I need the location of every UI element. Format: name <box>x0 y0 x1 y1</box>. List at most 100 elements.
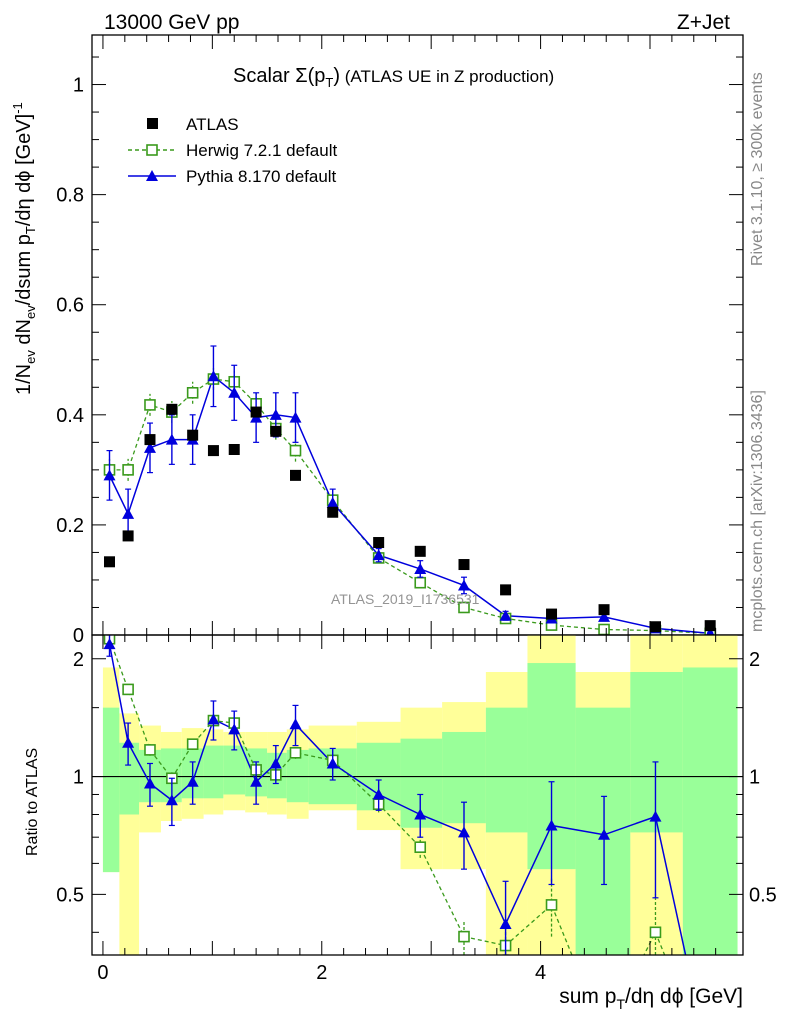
pythia-ratio-point <box>165 794 178 806</box>
main-y-tick-label: 0.4 <box>56 405 84 427</box>
ratio-band-green <box>119 742 140 815</box>
pythia-ratio-point <box>499 918 512 930</box>
main-y-axis-title: 1/Nev dNev/dsum pT/dη dϕ [GeV]-1 <box>10 102 38 395</box>
pythia-ratio-point <box>326 757 339 769</box>
atlas-data-point <box>598 604 610 616</box>
pythia-main-point <box>269 408 282 420</box>
herwig-ratio-point <box>289 747 302 759</box>
legend-herwig-label: Herwig 7.2.1 default <box>186 141 337 160</box>
atlas-data-point <box>414 545 426 557</box>
atlas-data-point <box>458 559 470 571</box>
ratio-series-group <box>103 635 687 955</box>
atlas-data-point <box>166 403 178 415</box>
pythia-main-point <box>458 579 470 591</box>
pythia-main-point <box>207 370 220 382</box>
pythia-ratio-point <box>269 757 282 769</box>
main-panel: 0 0.2 0.4 0.6 0.8 1 <box>56 34 744 647</box>
atlas-data-point <box>373 537 385 549</box>
pythia-ratio-point <box>458 826 470 838</box>
pythia-ratio-point <box>228 723 241 735</box>
atlas-data-point <box>122 530 134 542</box>
ratio-y-tick-label: 1 <box>73 767 84 789</box>
pythia-main-point <box>499 609 512 621</box>
title-close: ) <box>333 65 340 87</box>
herwig-main-point <box>458 601 470 614</box>
header-energy-label: 13000 GeV pp <box>104 11 239 34</box>
x-tick-label: 2 <box>316 962 327 984</box>
herwig-ratio-point <box>122 683 134 696</box>
header-process-label: Z+Jet <box>677 11 730 34</box>
pythia-main-point <box>289 411 302 423</box>
herwig-ratio-point <box>144 744 156 756</box>
pythia-main-point <box>414 562 427 574</box>
pythia-ratio-point <box>207 713 220 725</box>
herwig-ratio-point <box>186 738 199 750</box>
atlas-data-point <box>104 556 116 568</box>
pythia-main-point <box>228 386 241 398</box>
pythia-main-point <box>143 441 156 453</box>
title-prefix: Scalar <box>233 65 295 87</box>
main-y-tick-label: 0 <box>73 625 84 647</box>
ratio-band-green <box>630 672 683 833</box>
legend-herwig-marker <box>146 144 158 156</box>
ratio-y-tick-label: 2 <box>73 649 84 671</box>
pythia-ratio-point <box>250 775 263 787</box>
main-y-tick-label: 1 <box>73 75 84 97</box>
atlas-data-point <box>704 620 716 632</box>
ratio-band-green <box>203 745 224 799</box>
ratio-y-axis-title: Ratio to ATLAS <box>24 748 41 856</box>
atlas-data-point <box>500 584 512 596</box>
pythia-main-point <box>326 496 339 508</box>
legend-pythia-label: Pythia 8.170 default <box>186 167 337 186</box>
atlas-data-point <box>270 425 282 437</box>
x-tick-label: 4 <box>535 962 546 984</box>
herwig-main-point <box>289 444 302 457</box>
pythia-ratio-point <box>545 819 558 831</box>
pythia-ratio-point <box>186 775 199 787</box>
herwig-ratio-point <box>458 930 470 943</box>
pythia-ratio-point <box>598 828 611 840</box>
atlas-data-point <box>290 469 302 481</box>
legend-atlas-marker <box>147 118 158 129</box>
atlas-data-point <box>546 608 558 620</box>
pythia-ratio-point <box>414 808 427 820</box>
legend-pythia-marker <box>146 170 158 181</box>
atlas-data-point <box>144 434 156 446</box>
herwig-main-point <box>186 386 199 399</box>
ratio-y-tick-label-right: 1 <box>749 767 760 789</box>
x-tick-label: 0 <box>97 962 108 984</box>
ratio-y-tick-label-right: 0.5 <box>749 884 777 906</box>
pythia-ratio-point <box>649 810 662 822</box>
pythia-main-point <box>103 469 116 481</box>
pythia-ratio-point <box>289 718 302 730</box>
title-rest: (ATLAS UE in Z production) <box>340 67 554 86</box>
herwig-ratio-point <box>414 841 427 853</box>
ratio-y-tick-label-right: 2 <box>749 649 760 671</box>
legend-atlas-label: ATLAS <box>186 115 239 134</box>
atlas-data-point <box>250 406 262 418</box>
ratio-band-green <box>682 667 738 955</box>
x-axis-title: sum pT/dη dϕ [GeV] <box>559 985 743 1012</box>
rivet-version-label: Rivet 3.1.10, ≥ 300k events <box>749 72 766 266</box>
chart-title: Scalar Σ(pT) (ATLAS UE in Z production) <box>233 65 554 90</box>
title-sigma: Σ(p <box>295 65 325 87</box>
herwig-main-point <box>144 399 156 411</box>
main-y-tick-label: 0.2 <box>56 515 84 537</box>
ratio-band-green <box>102 707 120 873</box>
atlas-data-point <box>207 445 219 457</box>
ratio-band-green <box>223 745 246 795</box>
pythia-main-point <box>598 610 611 622</box>
legend: ATLAS Herwig 7.2.1 default Pythia 8.170 … <box>128 115 337 186</box>
pythia-main-point <box>165 433 178 445</box>
herwig-ratio-point <box>649 926 662 939</box>
atlas-data-point <box>187 429 199 441</box>
pythia-ratio-point <box>372 788 385 800</box>
mcplots-label: mcplots.cern.ch [arXiv:1306.3436] <box>749 390 766 632</box>
herwig-main-point <box>598 623 610 636</box>
ratio-y-tick-label: 0.5 <box>56 884 84 906</box>
pythia-main-point <box>372 549 385 561</box>
main-y-tick-label: 0.6 <box>56 295 84 317</box>
pythia-ratio-point <box>103 638 116 650</box>
ratio-band-green <box>485 707 528 833</box>
